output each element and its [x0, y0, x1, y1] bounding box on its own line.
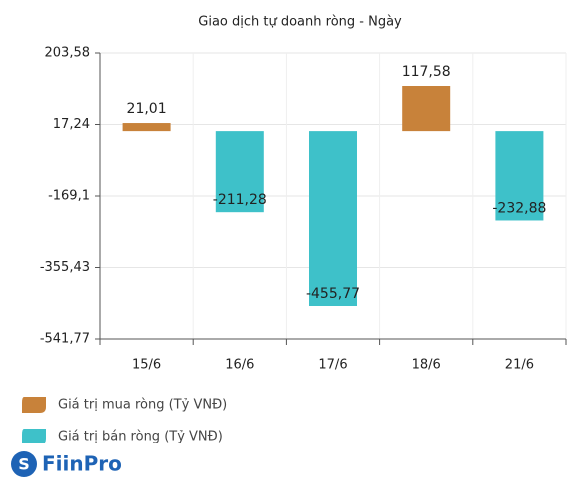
x-tick-label: 18/6 — [412, 358, 441, 373]
bar — [495, 131, 544, 221]
bar — [122, 123, 171, 132]
y-tick-label: 17,24 — [53, 117, 90, 132]
legend-swatch — [22, 429, 46, 443]
chart-title: Giao dịch tự doanh ròng - Ngày — [198, 15, 402, 30]
legend-label: Giá trị mua ròng (Tỷ VNĐ) — [58, 398, 227, 413]
bar — [309, 131, 357, 307]
legend-label: Giá trị bán ròng (Tỷ VNĐ) — [58, 430, 223, 445]
bar — [215, 131, 264, 213]
bar — [402, 85, 451, 132]
x-tick-label: 15/6 — [132, 358, 161, 373]
logo-text: FiinPro — [42, 452, 122, 476]
data-label: -211,28 — [213, 192, 267, 208]
x-tick-label: 21/6 — [505, 358, 534, 373]
x-tick-label: 16/6 — [225, 358, 254, 373]
logo: S FiinPro — [11, 451, 122, 477]
data-label: -455,77 — [306, 286, 360, 302]
y-tick-label: -355,43 — [40, 260, 90, 275]
y-tick-label: -169,1 — [48, 189, 90, 204]
svg-text:S: S — [18, 455, 30, 474]
legend: Giá trị mua ròng (Tỷ VNĐ) Giá trị bán ròn… — [22, 397, 227, 445]
y-tick-label: 203,58 — [45, 46, 91, 61]
data-label: 117,58 — [402, 64, 451, 80]
y-tick-label: -541,77 — [40, 332, 90, 347]
data-label: 21,01 — [127, 101, 167, 117]
legend-swatch — [22, 397, 46, 413]
x-tick-label: 17/6 — [318, 358, 347, 373]
data-label: -232,88 — [492, 200, 546, 216]
